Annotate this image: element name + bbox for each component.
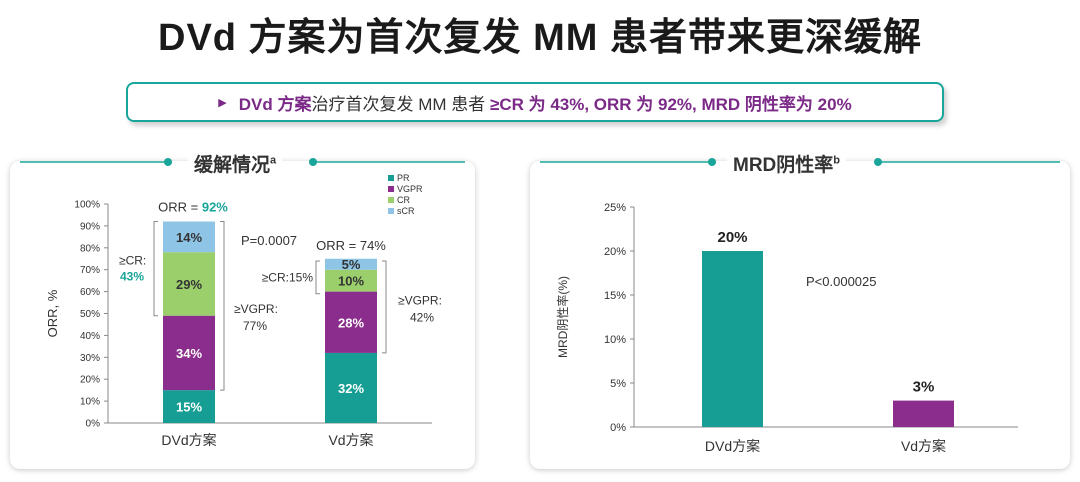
bar-segment-VGPR <box>325 291 377 353</box>
legend-swatch <box>388 175 394 181</box>
y-tick-label: 70% <box>80 265 100 276</box>
y-tick-label: 90% <box>80 221 100 232</box>
page-title: DVd 方案为首次复发 MM 患者带来更深缓解 <box>158 17 922 59</box>
cr-bracket <box>315 260 320 295</box>
bar-segment-sCR <box>325 258 377 270</box>
orr-label: ORR = 92% <box>158 200 228 215</box>
bar <box>893 400 954 427</box>
data-label: 3% <box>913 379 935 396</box>
y-tick-label: 100% <box>74 200 100 211</box>
legend-swatch <box>388 186 394 192</box>
data-label: 14% <box>176 230 202 245</box>
y-tick-label: 25% <box>604 202 626 214</box>
y-tick-label: 0% <box>610 422 626 434</box>
legend-swatch <box>388 197 394 203</box>
data-label: 32% <box>338 381 364 396</box>
legend-swatch <box>388 208 394 214</box>
dot-icon <box>708 158 716 166</box>
data-label: 20% <box>717 229 747 246</box>
bar-segment-PR <box>163 390 215 423</box>
y-tick-label: 80% <box>80 243 100 254</box>
bar-segment-PR <box>325 352 377 423</box>
banner-regimen: DVd 方案 <box>238 94 312 114</box>
p-value: P=0.0007 <box>241 233 297 248</box>
data-label: 29% <box>176 277 202 292</box>
vgpr-label: ≥VGPR: <box>234 302 278 316</box>
mrd-chart: 0% 5% 10% 15% 20% 25% MRD阴性率(%) 20% DVd方案 3% Vd方案 P… <box>555 202 1018 454</box>
category-label: Vd方案 <box>901 438 946 454</box>
cr-label: ≥CR: <box>119 254 146 268</box>
y-tick-label: 0% <box>86 419 101 430</box>
summary-banner: ▶ DVd 方案 治疗首次复发 MM 患者 ≥CR 为 43%, ORR 为 9… <box>126 82 944 122</box>
data-label: 10% <box>338 274 364 289</box>
vgpr-value: 77% <box>243 319 267 333</box>
y-tick-label: 15% <box>604 290 626 302</box>
category-label: DVd方案 <box>161 432 216 448</box>
y-tick-label: 40% <box>80 331 100 342</box>
bar-segment-sCR <box>163 221 215 253</box>
cr-label: ≥CR:15% <box>262 270 314 284</box>
data-label: 5% <box>342 257 361 272</box>
data-label: 28% <box>338 315 364 330</box>
response-panel <box>10 161 475 469</box>
banner-results: ≥CR 为 43%, ORR 为 92%, MRD 阴性率为 20% <box>490 94 852 114</box>
mrd-title: MRD阴性率b <box>727 150 847 177</box>
category-label: DVd方案 <box>705 438 760 454</box>
legend-label: sCR <box>397 206 415 216</box>
y-tick-label: 50% <box>80 309 100 320</box>
mrd-panel <box>530 161 1070 469</box>
vgpr-value: 42% <box>410 310 434 324</box>
data-label: 34% <box>176 346 202 361</box>
y-tick-label: 20% <box>604 246 626 258</box>
y-tick-label: 20% <box>80 375 100 386</box>
y-tick-label: 5% <box>610 378 626 390</box>
y-axis-label: ORR, % <box>45 289 60 337</box>
response-title: 缓解情况a <box>188 150 283 177</box>
vgpr-label: ≥VGPR: <box>398 293 442 307</box>
data-label: 15% <box>176 400 202 415</box>
y-axis-label: MRD阴性率(%) <box>555 276 570 358</box>
bar-segment-VGPR <box>163 315 215 391</box>
banner-text: 治疗首次复发 MM 患者 <box>311 94 490 114</box>
vgpr-bracket <box>220 221 225 391</box>
cr-bracket <box>153 221 158 317</box>
orr-label: ORR = 74% <box>316 238 386 253</box>
response-chart: 0% 10% 20% 30% 40% 50% 60% 70% 80% 90% 100% ORR, % 1… <box>45 173 442 448</box>
category-label: Vd方案 <box>328 432 373 448</box>
vgpr-bracket <box>382 260 387 354</box>
cr-value: 43% <box>120 270 144 284</box>
triangle-bullet-icon: ▶ <box>218 96 227 109</box>
legend-label: PR <box>397 173 410 183</box>
legend-label: CR <box>397 195 410 205</box>
p-value: P<0.000025 <box>806 274 876 289</box>
bar-segment-CR <box>163 252 215 316</box>
legend-label: VGPR <box>397 184 423 194</box>
dot-icon <box>164 158 172 166</box>
y-tick-label: 10% <box>80 397 100 408</box>
y-tick-label: 30% <box>80 353 100 364</box>
bar <box>702 251 763 427</box>
y-tick-label: 60% <box>80 287 100 298</box>
y-tick-label: 10% <box>604 334 626 346</box>
bar-segment-CR <box>325 269 377 292</box>
